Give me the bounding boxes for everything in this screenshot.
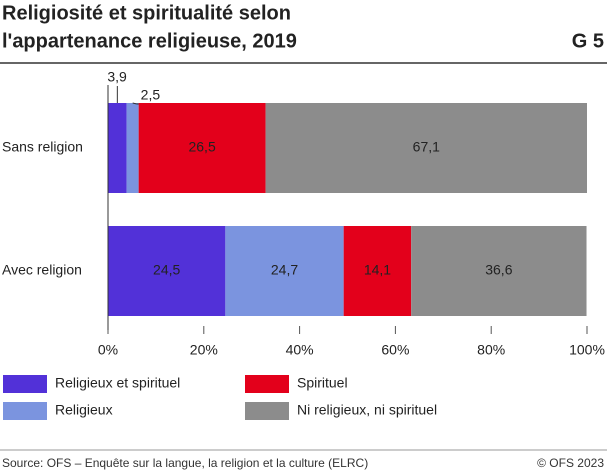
value-label: 24,7 (271, 262, 298, 278)
y-tick-label: Sans religion (2, 139, 83, 155)
legend-swatch (3, 402, 47, 420)
legend-label: Ni religieux, ni spirituel (297, 402, 437, 418)
legend-swatch (245, 375, 289, 393)
value-label: 26,5 (188, 139, 215, 155)
chart-title: Religiosité et spiritualité selon (2, 2, 291, 24)
chart-title: l'appartenance religieuse, 2019 (2, 30, 297, 52)
bar-segment (108, 103, 127, 193)
x-tick-label: 60% (381, 342, 409, 358)
value-label: 2,5 (141, 87, 161, 103)
value-label: 24,5 (153, 262, 180, 278)
y-tick-label: Avec religion (2, 262, 82, 278)
x-tick-label: 0% (98, 342, 118, 358)
legend-swatch (3, 375, 47, 393)
legend-label: Spirituel (297, 375, 348, 391)
bar-segment (265, 103, 587, 193)
legend-label: Religieux et spirituel (55, 375, 180, 391)
bar-segment (225, 226, 344, 316)
x-tick-label: 40% (286, 342, 314, 358)
x-tick-label: 20% (190, 342, 218, 358)
bar-segment (126, 103, 139, 193)
chart-number: G 5 (572, 30, 604, 52)
value-label: 67,1 (413, 139, 440, 155)
legend-swatch (245, 402, 289, 420)
x-tick-label: 80% (477, 342, 505, 358)
leader-line (132, 102, 137, 105)
value-label: 3,9 (107, 69, 127, 85)
bar-segment (108, 226, 226, 316)
value-label: 36,6 (485, 262, 512, 278)
value-label: 14,1 (364, 262, 391, 278)
copyright: © OFS 2023 (537, 456, 604, 470)
source: Source: OFS – Enquête sur la langue, la … (2, 456, 368, 470)
x-tick-label: 100% (569, 342, 605, 358)
bar-segment (343, 226, 412, 316)
bar-segment (411, 226, 587, 316)
legend-label: Religieux (55, 402, 113, 418)
bar-segment (138, 103, 266, 193)
